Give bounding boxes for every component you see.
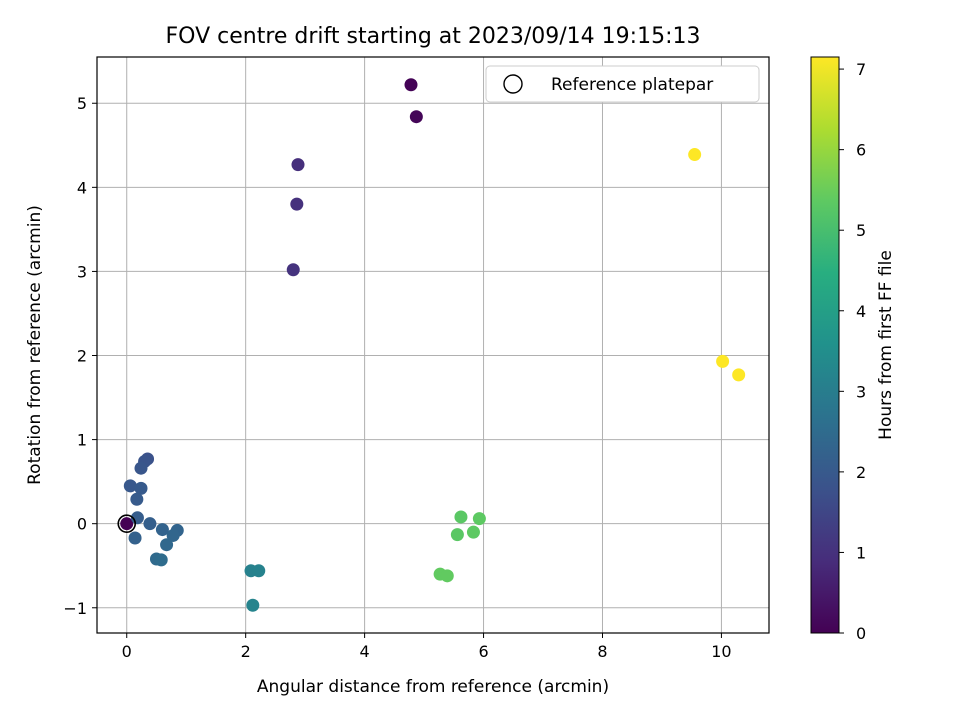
data-point	[160, 538, 174, 552]
grid	[97, 57, 769, 633]
data-point	[409, 110, 423, 124]
data-point	[732, 368, 746, 382]
data-point	[134, 461, 148, 475]
colorbar-gradient	[810, 56, 840, 634]
data-point	[120, 517, 134, 531]
data-point	[286, 263, 300, 277]
y-tick-label: 0	[77, 515, 87, 534]
data-point	[290, 197, 304, 211]
legend-entry-reference: Reference platepar	[551, 75, 713, 95]
data-point	[143, 517, 157, 531]
y-axis-label: Rotation from reference (arcmin)	[25, 205, 45, 485]
colorbar-tick-label: 0	[856, 624, 866, 643]
colorbar: 0 1 2 3 4 5 6 7 Hours from first FF file	[810, 56, 896, 643]
colorbar-ticks: 0 1 2 3 4 5 6 7	[839, 60, 866, 643]
data-point	[440, 569, 454, 583]
y-tick-label: 1	[77, 431, 87, 450]
x-tick-label: 2	[241, 642, 251, 661]
colorbar-tick-label: 6	[856, 141, 866, 160]
y-tick-label: 3	[77, 262, 87, 281]
legend-box	[485, 65, 760, 103]
data-point	[404, 78, 418, 92]
reference-marker	[117, 514, 137, 533]
y-tick-label: 5	[77, 94, 87, 113]
y-tick-label: −1	[63, 599, 87, 618]
colorbar-tick-label: 3	[856, 382, 866, 401]
y-tick-label: 4	[77, 178, 87, 197]
data-point	[154, 553, 168, 567]
data-point	[450, 528, 464, 542]
y-ticks: −1 0 1 2 3 4 5	[63, 94, 97, 618]
data-point	[291, 158, 305, 172]
plot-frame	[96, 56, 770, 634]
y-tick-label: 2	[77, 347, 87, 366]
chart-title: FOV centre drift starting at 2023/09/14 …	[166, 24, 701, 49]
data-points	[120, 78, 746, 612]
data-point	[688, 148, 702, 162]
colorbar-tick-label: 2	[856, 463, 866, 482]
data-point	[128, 531, 142, 545]
colorbar-label: Hours from first FF file	[876, 250, 896, 440]
x-tick-label: 6	[478, 642, 488, 661]
colorbar-tick-label: 7	[856, 60, 866, 79]
colorbar-tick-label: 1	[856, 543, 866, 562]
x-tick-label: 8	[597, 642, 607, 661]
legend-marker-icon	[503, 74, 523, 94]
data-point	[716, 354, 730, 368]
legend: Reference platepar	[485, 65, 760, 103]
data-point	[252, 564, 266, 578]
x-tick-label: 0	[122, 642, 132, 661]
x-tick-label: 10	[711, 642, 731, 661]
data-point	[134, 481, 148, 495]
data-point	[466, 525, 480, 539]
data-point	[123, 479, 137, 493]
data-point	[130, 492, 144, 506]
data-point	[472, 512, 486, 526]
x-ticks: 0 2 4 6 8 10	[122, 633, 732, 661]
colorbar-tick-label: 4	[856, 302, 866, 321]
x-axis-label: Angular distance from reference (arcmin)	[257, 677, 609, 697]
data-point	[454, 510, 468, 524]
colorbar-tick-label: 5	[856, 221, 866, 240]
x-tick-label: 4	[360, 642, 370, 661]
data-point	[166, 528, 180, 542]
data-point	[246, 598, 260, 612]
data-point	[155, 523, 169, 537]
